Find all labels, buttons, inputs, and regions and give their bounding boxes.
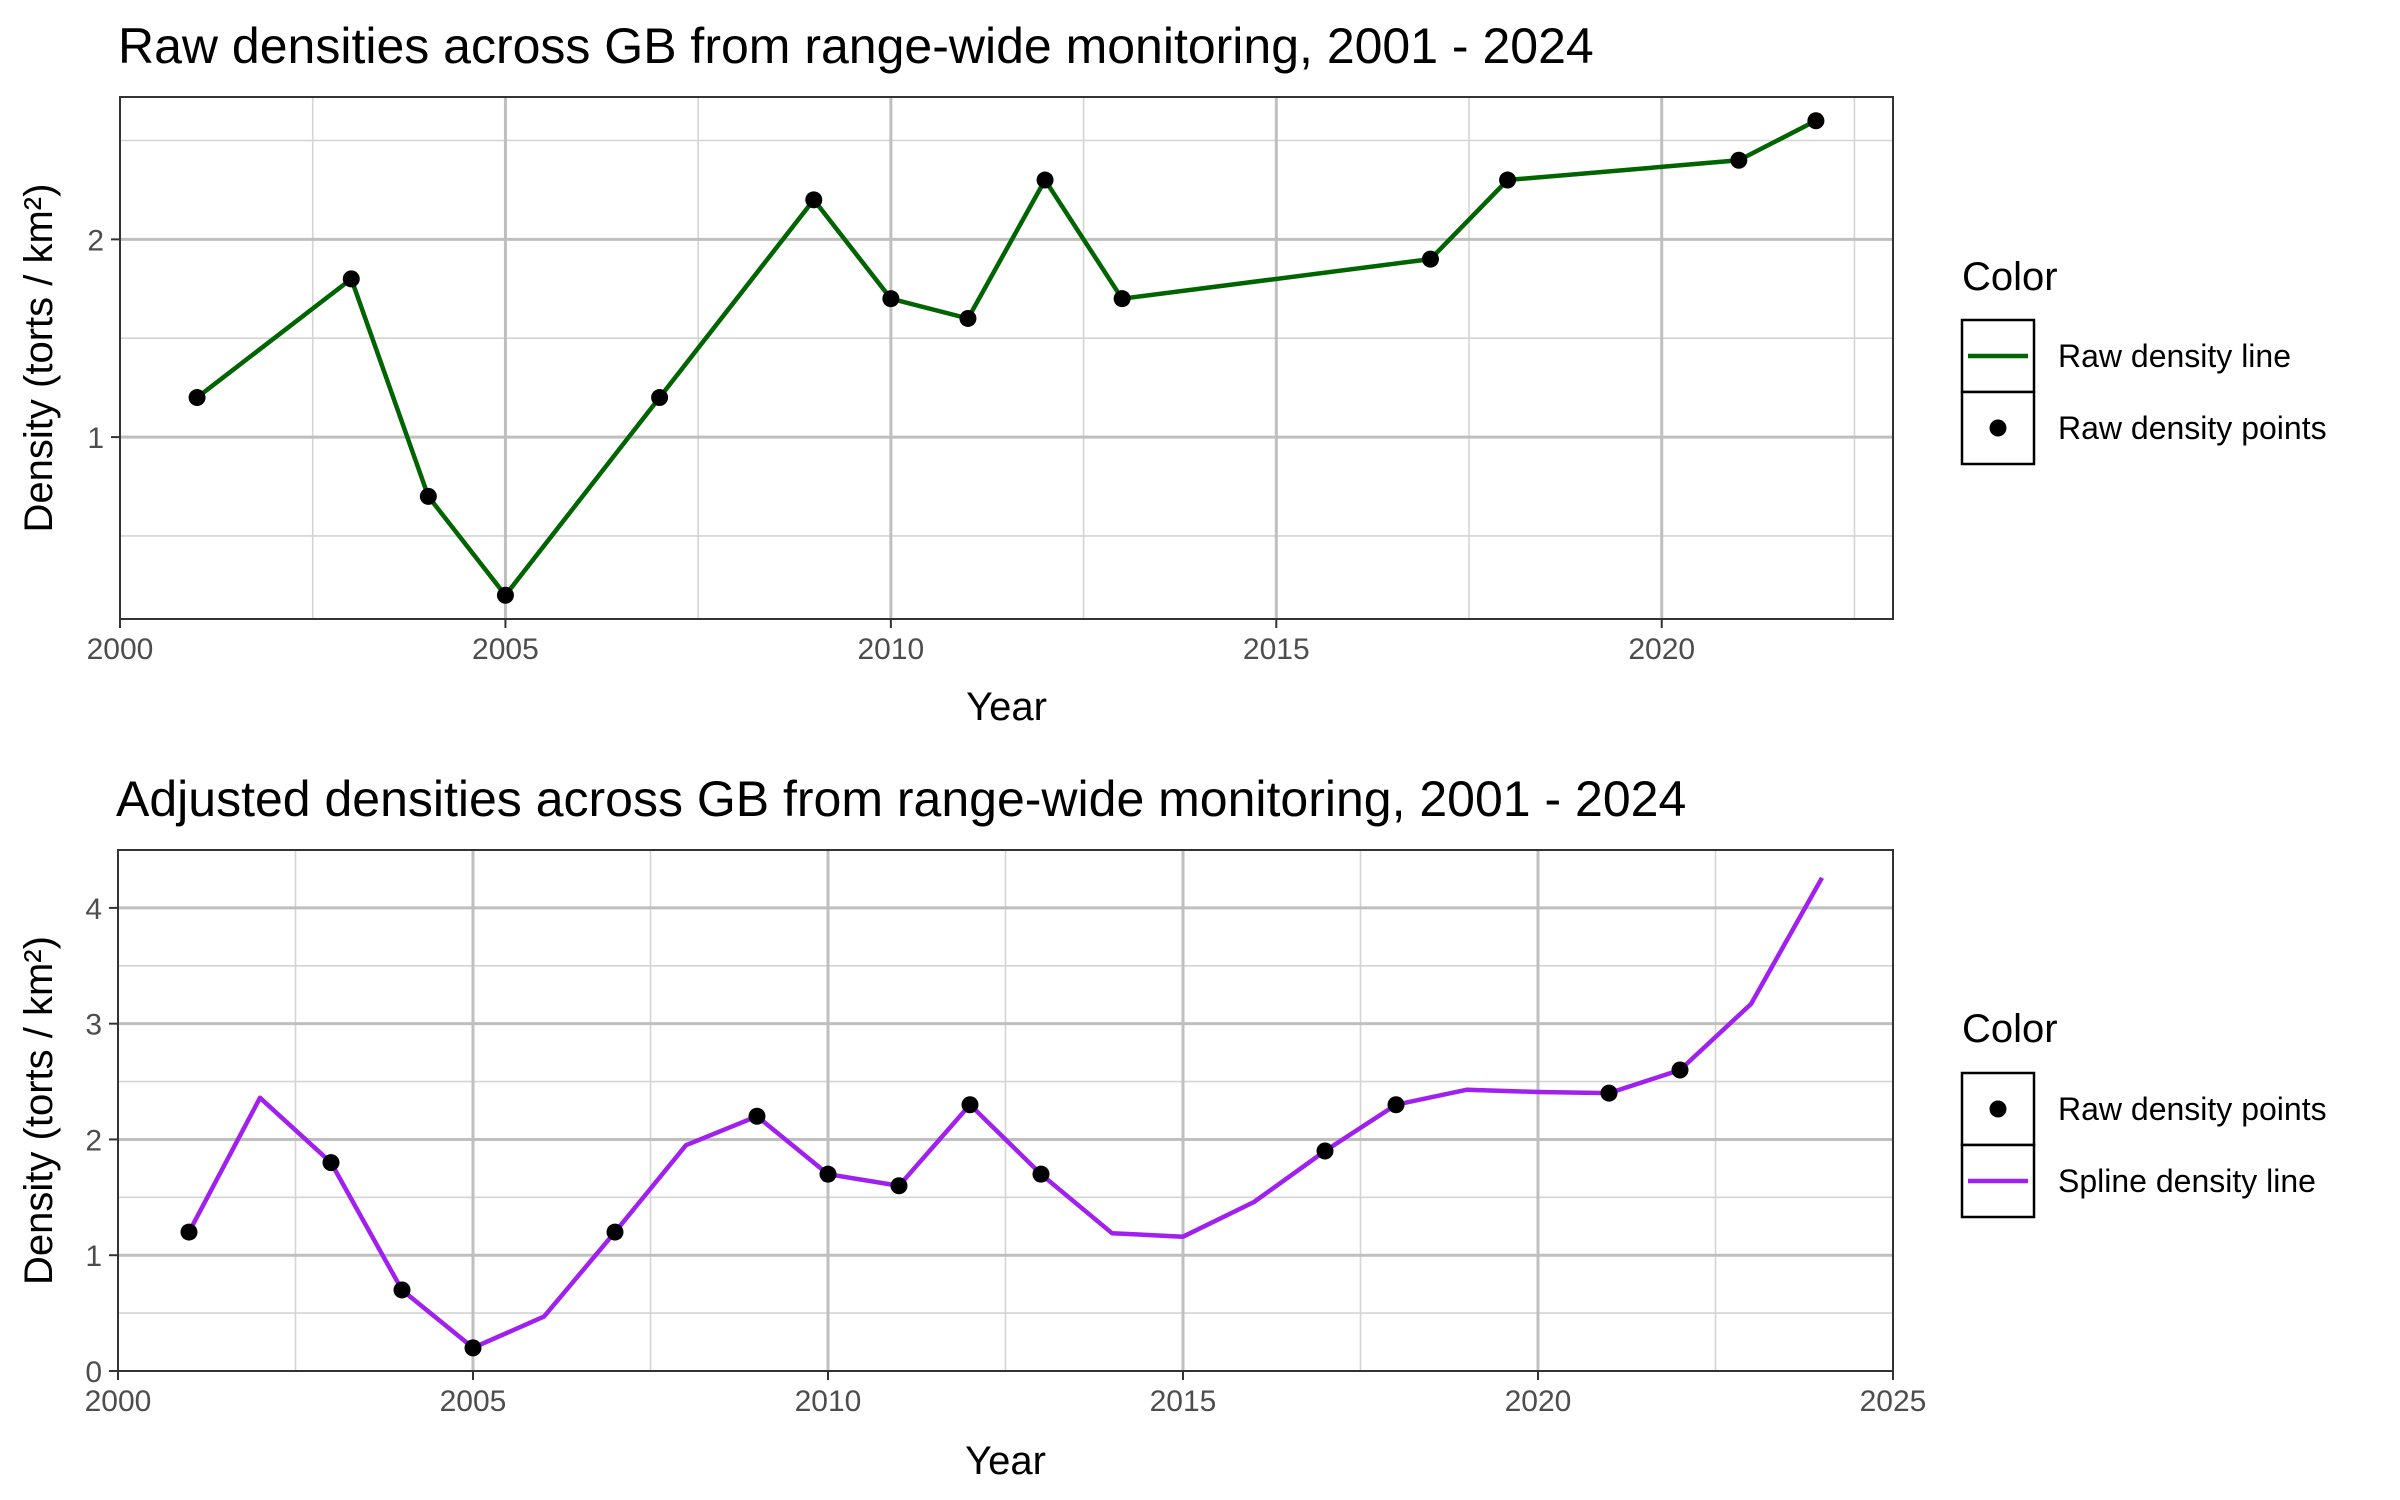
series-points-1 — [188, 112, 1825, 604]
y-axis-title: Density (torts / km²) — [17, 184, 61, 533]
data-point — [464, 1339, 482, 1357]
data-point — [805, 191, 823, 209]
x-axis-title: Year — [966, 685, 1047, 729]
data-point — [1036, 171, 1054, 189]
data-point — [819, 1165, 837, 1183]
data-point — [322, 1154, 340, 1172]
panel-border — [117, 849, 1894, 1372]
series-line-0 — [195, 118, 1817, 598]
data-point — [1421, 250, 1439, 268]
x-tick-label: 2010 — [795, 1385, 862, 1418]
x-tick-label: 2005 — [440, 1385, 507, 1418]
y-axis-title: Density (torts / km²) — [17, 936, 61, 1285]
x-tick-label: 2015 — [1150, 1385, 1217, 1418]
x-tick-label: 2020 — [1505, 1385, 1572, 1418]
chart-title: Raw densities across GB from range-wide … — [118, 18, 1594, 74]
x-tick-label: 2000 — [85, 1385, 152, 1418]
data-point — [1032, 1165, 1050, 1183]
data-point — [890, 1177, 908, 1195]
legend: Color Raw density line Raw density points — [1960, 255, 2327, 466]
data-point — [959, 309, 977, 327]
legend-title: Color — [1962, 255, 2058, 299]
y-tick-label: 4 — [85, 893, 102, 926]
legend-point-swatch — [1989, 419, 2007, 437]
legend-title: Color — [1962, 1007, 2058, 1051]
legend-entry: Raw density points — [1960, 390, 2327, 466]
data-point — [651, 389, 669, 407]
legend-label: Raw density points — [2058, 410, 2327, 446]
data-point — [393, 1281, 411, 1299]
data-point — [882, 290, 900, 308]
y-tick-label: 1 — [87, 422, 104, 455]
data-point — [748, 1107, 766, 1125]
legend-label: Raw density points — [2058, 1091, 2327, 1127]
y-tick-label: 0 — [85, 1356, 102, 1389]
legend-point-swatch — [1989, 1100, 2007, 1118]
data-point — [1600, 1084, 1618, 1102]
data-point — [1807, 112, 1825, 130]
plot-panel — [120, 97, 1893, 619]
data-point — [180, 1223, 198, 1241]
legend-entry: Raw density line — [1960, 318, 2291, 394]
legend-entry: Raw density points — [1960, 1071, 2327, 1147]
gridlines — [120, 97, 1893, 619]
x-tick-label: 2010 — [857, 633, 924, 666]
x-tick-label: 2025 — [1860, 1385, 1927, 1418]
data-point — [961, 1096, 979, 1114]
legend-entry: Spline density line — [1960, 1143, 2316, 1219]
data-point — [419, 487, 437, 505]
x-tick-label: 2000 — [87, 633, 154, 666]
data-point — [1113, 290, 1131, 308]
chart-2: Adjusted densities across GB from range-… — [17, 771, 2327, 1483]
data-point — [496, 586, 514, 604]
legend-label: Raw density line — [2058, 338, 2291, 374]
series-line-0 — [187, 876, 1824, 1351]
data-point — [1730, 151, 1748, 169]
y-tick-label: 2 — [87, 224, 104, 257]
data-point — [342, 270, 360, 288]
panel-border — [119, 96, 1894, 620]
data-point — [1316, 1142, 1334, 1160]
data-point — [1387, 1096, 1405, 1114]
data-point — [188, 389, 206, 407]
y-tick-label: 3 — [85, 1009, 102, 1042]
series-points-1 — [180, 1061, 1689, 1357]
legend: Color Raw density points Spline density li… — [1960, 1007, 2327, 1219]
legend-label: Spline density line — [2058, 1163, 2316, 1199]
chart-1: Raw densities across GB from range-wide … — [17, 18, 2327, 729]
x-tick-label: 2020 — [1628, 633, 1695, 666]
data-point — [1499, 171, 1517, 189]
x-axis-title: Year — [965, 1439, 1046, 1483]
y-tick-label: 1 — [85, 1240, 102, 1273]
chart-title: Adjusted densities across GB from range-… — [116, 771, 1686, 827]
gridlines — [118, 850, 1893, 1371]
x-tick-label: 2005 — [472, 633, 539, 666]
data-point — [606, 1223, 624, 1241]
y-tick-label: 2 — [85, 1124, 102, 1157]
x-tick-label: 2015 — [1243, 633, 1310, 666]
data-point — [1671, 1061, 1689, 1079]
